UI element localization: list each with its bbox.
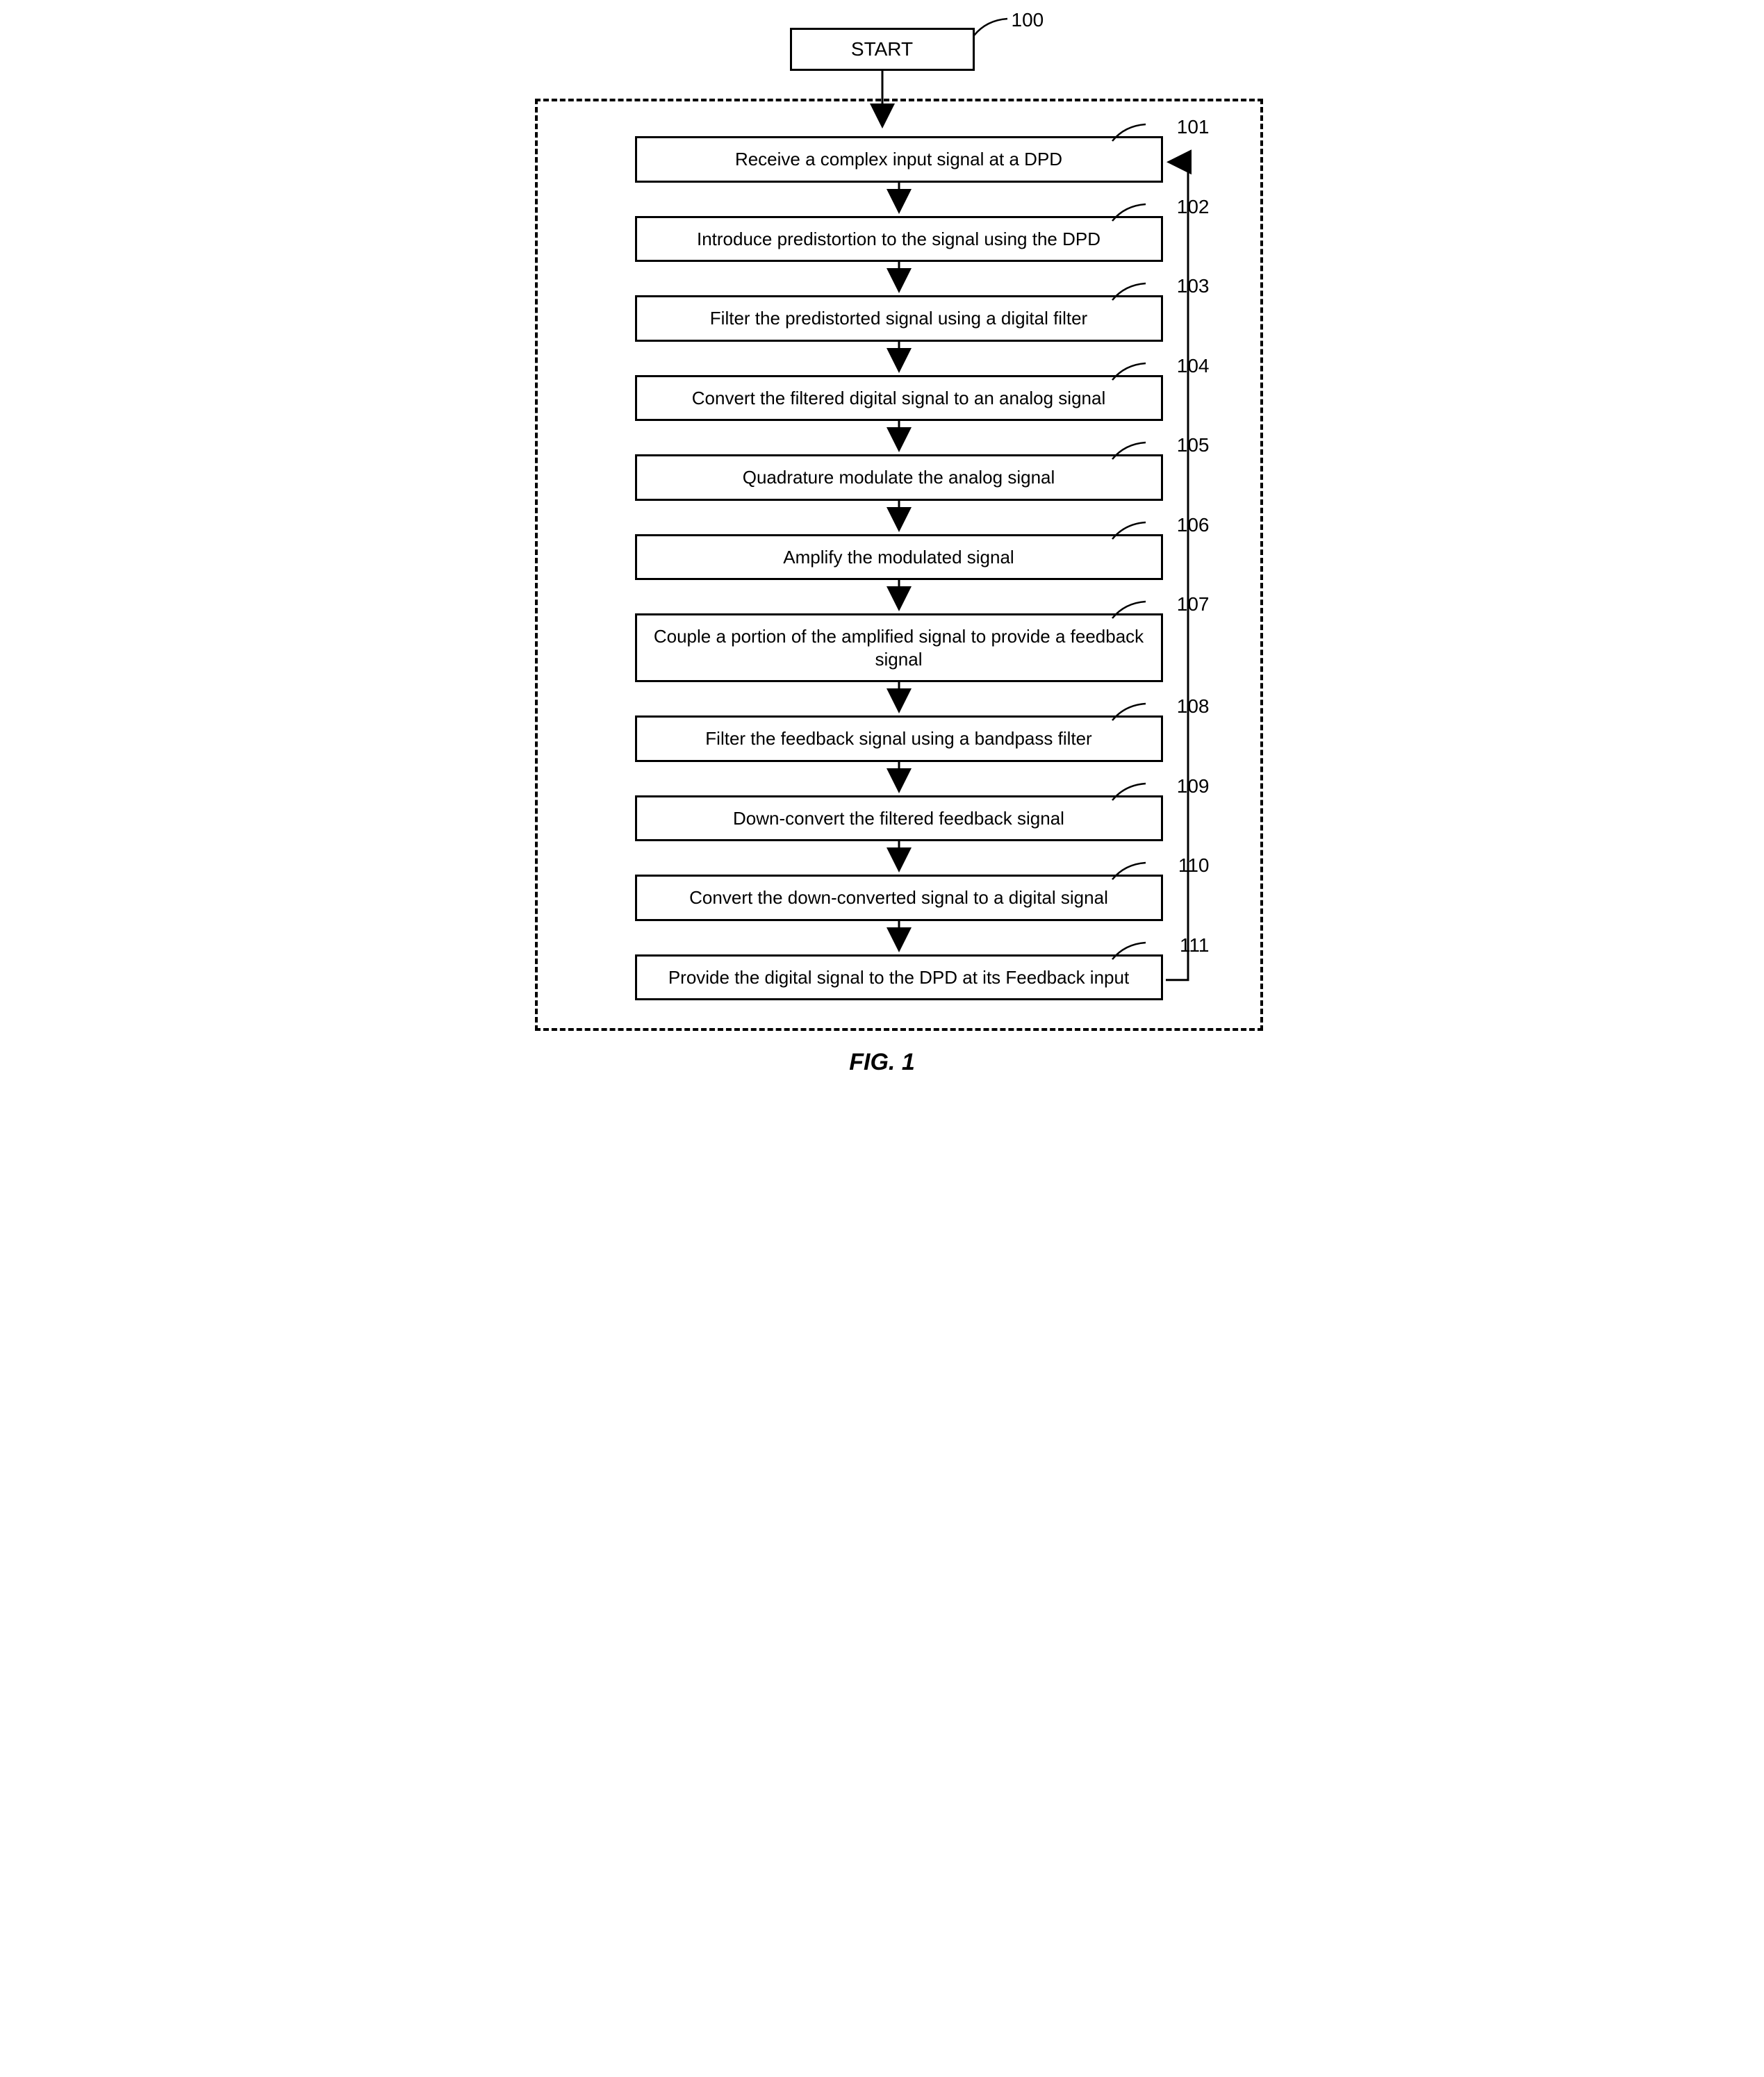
step-109-text: Down-convert the filtered feedback signa… (733, 807, 1064, 830)
step-104-text: Convert the filtered digital signal to a… (692, 387, 1106, 410)
step-101-text: Receive a complex input signal at a DPD (735, 148, 1062, 171)
step-103: Filter the predistorted signal using a d… (635, 295, 1163, 342)
step-105: Quadrature modulate the analog signal 10… (635, 454, 1163, 501)
step-101: Receive a complex input signal at a DPD … (635, 136, 1163, 183)
step-106-text: Amplify the modulated signal (783, 546, 1014, 569)
step-111-text: Provide the digital signal to the DPD at… (668, 966, 1129, 989)
step-107-text: Couple a portion of the amplified signal… (648, 625, 1150, 670)
ref-103: 103 (1177, 274, 1210, 298)
step-108-text: Filter the feedback signal using a bandp… (705, 727, 1091, 750)
arrow-gap-9 (635, 921, 1163, 954)
step-110-text: Convert the down-converted signal to a d… (689, 886, 1108, 909)
ref-curve-107 (1111, 597, 1167, 625)
ref-105: 105 (1177, 433, 1210, 457)
start-label: START (851, 38, 913, 60)
arrow-gap-7 (635, 762, 1163, 795)
step-105-text: Quadrature modulate the analog signal (743, 466, 1055, 489)
arrow-gap-0 (635, 183, 1163, 216)
step-103-text: Filter the predistorted signal using a d… (710, 307, 1087, 330)
ref-curve-111 (1111, 938, 1167, 966)
ref-109: 109 (1177, 774, 1210, 798)
ref-104: 104 (1177, 354, 1210, 378)
arrow-gap-1 (635, 262, 1163, 295)
ref-101: 101 (1177, 115, 1210, 139)
ref-102: 102 (1177, 195, 1210, 219)
step-102: Introduce predistortion to the signal us… (635, 216, 1163, 263)
step-111: Provide the digital signal to the DPD at… (635, 954, 1163, 1001)
ref-curve-106 (1111, 518, 1167, 546)
figure-caption: FIG. 1 (535, 1049, 1230, 1076)
step-109: Down-convert the filtered feedback signa… (635, 795, 1163, 842)
ref-108: 108 (1177, 694, 1210, 718)
arrow-gap-4 (635, 501, 1163, 534)
ref-curve-102 (1111, 200, 1167, 228)
ref-111: 111 (1180, 933, 1210, 957)
ref-curve-108 (1111, 700, 1167, 727)
ref-curve-109 (1111, 779, 1167, 807)
ref-curve-100 (973, 15, 1028, 42)
ref-curve-105 (1111, 438, 1167, 466)
step-106: Amplify the modulated signal 106 (635, 534, 1163, 581)
step-104: Convert the filtered digital signal to a… (635, 375, 1163, 422)
ref-curve-104 (1111, 359, 1167, 387)
step-110: Convert the down-converted signal to a d… (635, 875, 1163, 921)
ref-curve-110 (1111, 859, 1167, 886)
step-108: Filter the feedback signal using a bandp… (635, 715, 1163, 762)
arrow-gap-5 (635, 580, 1163, 613)
arrow-gap-3 (635, 421, 1163, 454)
arrow-gap-6 (635, 682, 1163, 715)
dashed-container: Receive a complex input signal at a DPD … (535, 99, 1263, 1031)
ref-curve-103 (1111, 279, 1167, 307)
arrow-gap-8 (635, 841, 1163, 875)
ref-107: 107 (1177, 592, 1210, 616)
arrow-gap-2 (635, 342, 1163, 375)
ref-curve-101 (1111, 120, 1167, 148)
start-box: START 100 (790, 28, 975, 71)
ref-110: 110 (1178, 853, 1210, 877)
step-107: Couple a portion of the amplified signal… (635, 613, 1163, 682)
ref-106: 106 (1177, 513, 1210, 537)
step-102-text: Introduce predistortion to the signal us… (697, 228, 1101, 251)
flowchart-canvas: START 100 Receive a complex input signal… (535, 28, 1230, 1076)
